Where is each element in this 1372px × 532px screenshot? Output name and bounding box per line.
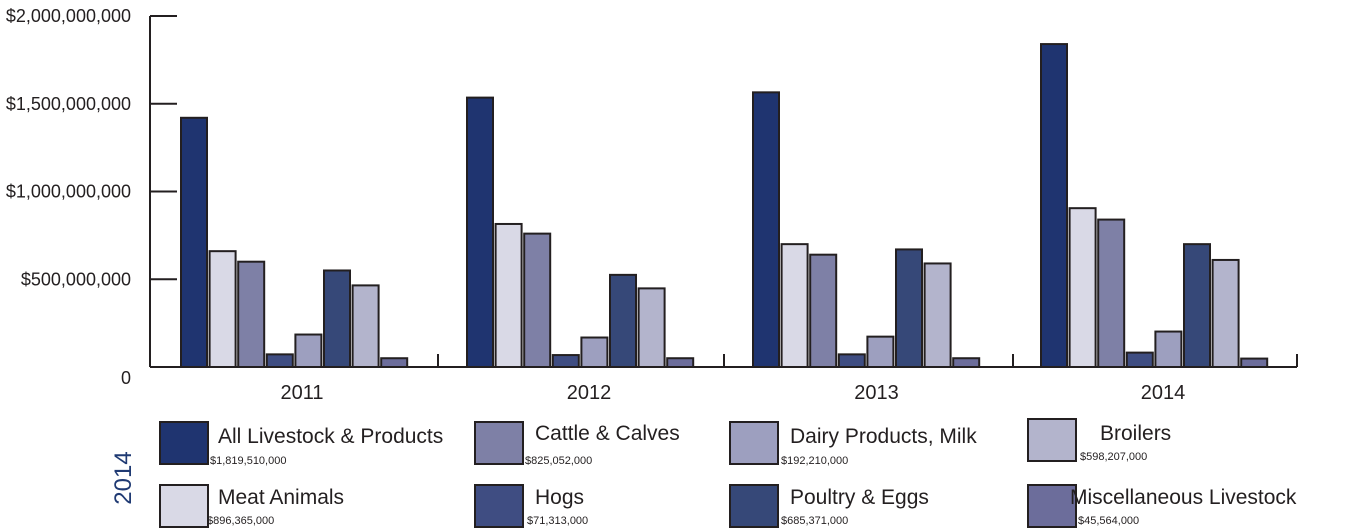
bar (1154, 330, 1183, 369)
bar (923, 262, 952, 368)
bar (1040, 43, 1068, 369)
x-tick-label: 2014 (1141, 382, 1186, 400)
legend-label-poultry-eggs: Poultry & Eggs (790, 486, 929, 509)
bar (494, 222, 523, 368)
bar (208, 250, 237, 368)
legend-swatch-dairy-products (729, 421, 779, 465)
legend-swatch-broilers (1027, 418, 1077, 462)
legend-value-hogs: $71,313,000 (527, 515, 589, 527)
bar (323, 269, 351, 369)
bar (866, 335, 895, 368)
y-tick-label: 0 (121, 368, 131, 388)
bar (180, 116, 208, 369)
legend-swatch-poultry-eggs (729, 484, 779, 528)
bar (809, 253, 838, 368)
bar (1211, 258, 1240, 369)
legend-label-all-livestock: All Livestock & Products (218, 425, 444, 448)
bar (1183, 243, 1211, 368)
x-tick-label: 2011 (280, 382, 323, 400)
x-tick-label: 2012 (567, 382, 612, 400)
bar (895, 248, 923, 368)
bar (551, 354, 580, 369)
bar (237, 260, 266, 369)
bar (294, 333, 323, 368)
bar (666, 357, 695, 369)
y-tick-label: $1,000,000,000 (6, 182, 131, 202)
legend-swatch-hogs (474, 484, 524, 528)
y-tick-label: $1,500,000,000 (6, 94, 131, 114)
bar (1097, 218, 1126, 368)
bar (1240, 357, 1269, 368)
bar (837, 353, 866, 369)
legend-value-dairy-products: $192,210,000 (781, 455, 849, 467)
legend-label-broilers: Broilers (1100, 422, 1172, 445)
legend-swatch-misc-livestock (1027, 484, 1077, 528)
bar (380, 357, 409, 369)
bar (1125, 351, 1154, 369)
bar (265, 353, 294, 369)
legend-label-misc-livestock: Miscellaneous Livestock (1070, 486, 1297, 509)
bar (523, 232, 552, 368)
legend-label-hogs: Hogs (535, 486, 585, 509)
bar (466, 96, 494, 368)
bar (780, 243, 809, 368)
legend-label-cattle-calves: Cattle & Calves (535, 422, 680, 445)
legend-value-poultry-eggs: $685,371,000 (781, 515, 849, 527)
bar (351, 284, 380, 368)
bar (952, 357, 981, 369)
bar (580, 336, 609, 368)
bar (609, 273, 637, 368)
y-tick-label: $2,000,000,000 (6, 6, 131, 26)
legend-label-meat-animals: Meat Animals (218, 486, 345, 509)
legend-label-dairy-products: Dairy Products, Milk (790, 425, 977, 448)
legend-swatch-cattle-calves (474, 421, 524, 465)
x-tick-label: 2013 (854, 382, 899, 400)
bar (637, 287, 666, 369)
bar-chart: $2,000,000,000 $1,500,000,000 $1,000,000,0… (6, 6, 1298, 400)
bar (1068, 207, 1097, 368)
y-tick-label: $500,000,000 (21, 269, 131, 289)
legend-swatch-meat-animals (159, 484, 209, 528)
legend-value-broilers: $598,207,000 (1080, 451, 1148, 463)
bar (752, 91, 780, 368)
legend-value-cattle-calves: $825,052,000 (525, 455, 593, 467)
legend-swatch-all-livestock (159, 421, 209, 465)
legend-value-meat-animals: $896,365,000 (207, 515, 275, 527)
legend-value-all-livestock: $1,819,510,000 (210, 455, 287, 467)
legend-value-misc-livestock: $45,564,000 (1078, 515, 1140, 527)
